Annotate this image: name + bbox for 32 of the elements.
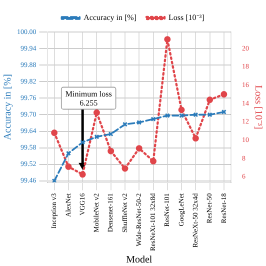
y-axis-title: Accuracy in [%] [2, 74, 14, 140]
x-axis-title: Model [126, 254, 152, 266]
point [193, 112, 198, 118]
point [122, 165, 128, 172]
point [66, 150, 71, 156]
annotation: Minimum loss 6.255 [65, 89, 112, 108]
point [65, 163, 72, 170]
legend-label: Accuracy in [%] [84, 13, 137, 22]
point [150, 158, 157, 164]
point [51, 130, 58, 136]
point [79, 171, 86, 178]
point [207, 112, 212, 118]
point [220, 91, 228, 98]
point [192, 135, 199, 142]
point [108, 131, 114, 137]
point [150, 116, 156, 122]
point [93, 109, 100, 116]
point [164, 113, 170, 118]
point [52, 178, 57, 182]
legend-label: Loss [10⁻³] [168, 13, 205, 22]
point [221, 109, 226, 114]
point [178, 106, 185, 114]
point [80, 140, 86, 145]
point [179, 113, 184, 118]
point [108, 148, 114, 154]
y2-axis-title: Loss [10⁻³] [252, 85, 264, 130]
point [206, 96, 214, 104]
point [94, 134, 100, 140]
point [136, 145, 142, 152]
point [122, 122, 128, 127]
point [136, 120, 142, 125]
point [164, 36, 171, 43]
